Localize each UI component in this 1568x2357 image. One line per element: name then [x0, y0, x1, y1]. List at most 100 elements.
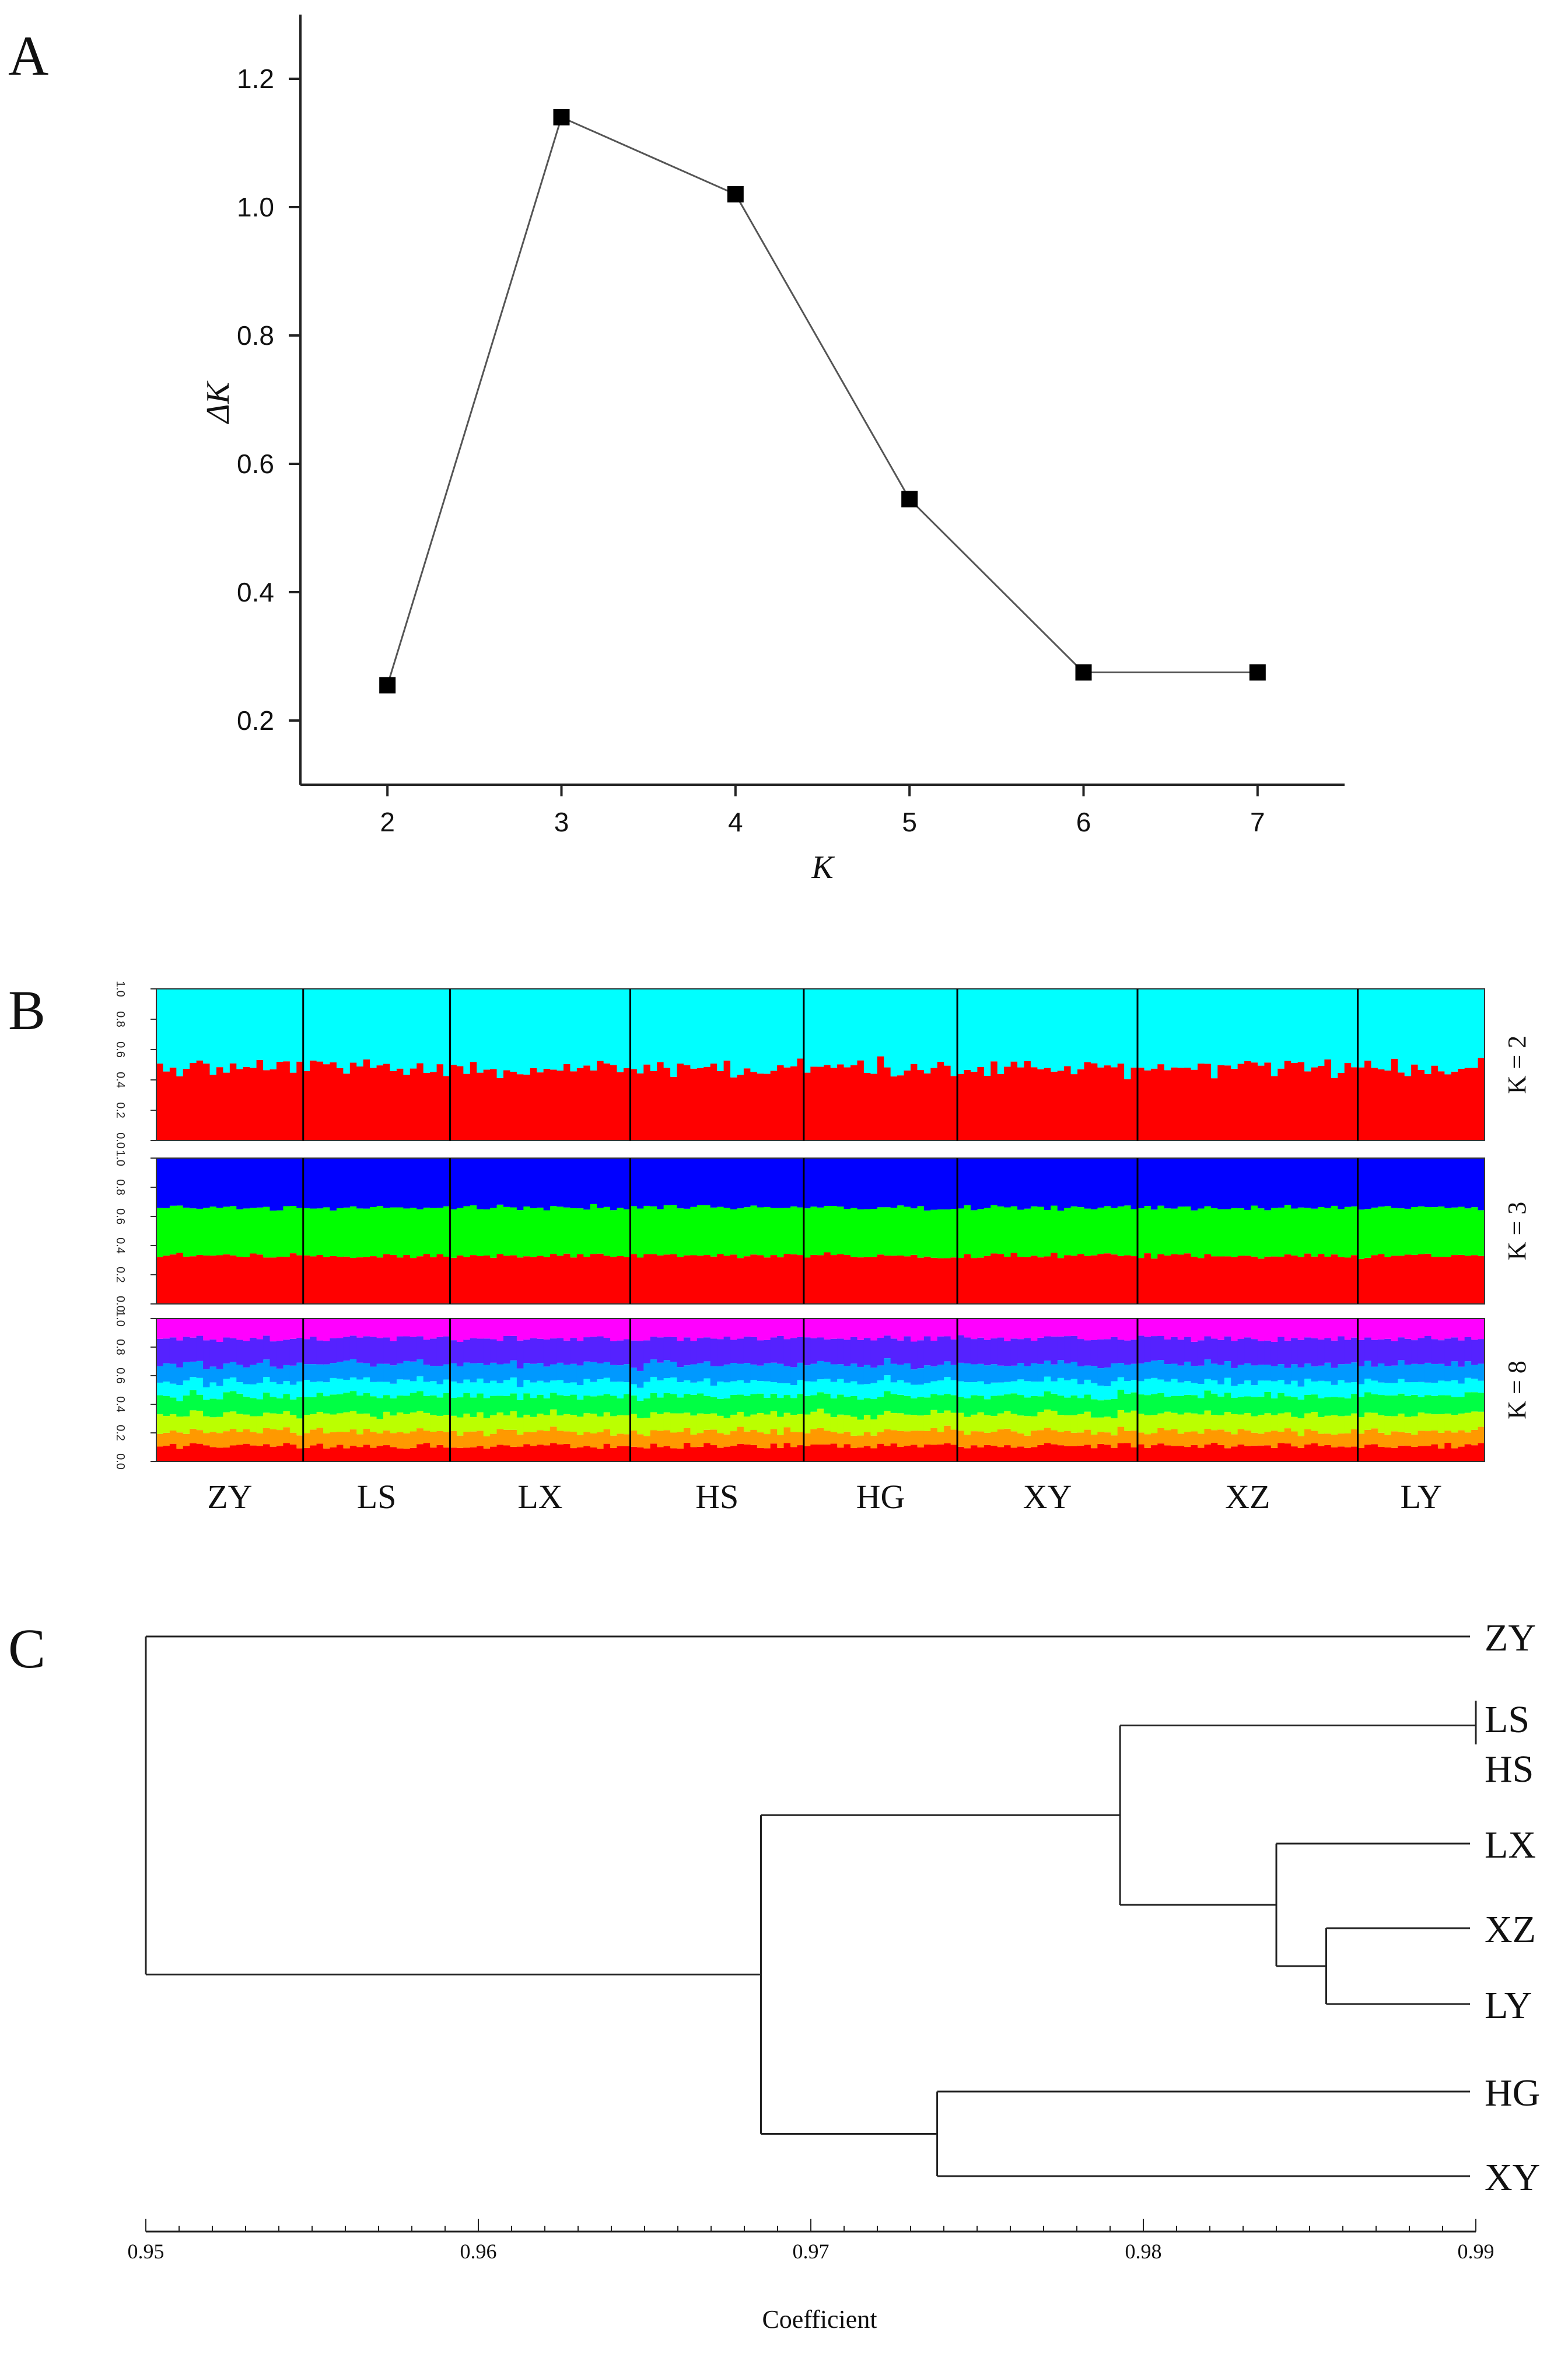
ancestry-bar-segment [576, 1319, 584, 1341]
ancestry-bar-segment [1317, 989, 1325, 1066]
ancestry-bar-segment [1270, 1208, 1278, 1257]
ancestry-bar-segment [910, 1158, 918, 1209]
ancestry-bar-segment [229, 1391, 237, 1412]
ancestry-bar-segment [156, 1338, 164, 1366]
ancestry-bar-segment [1017, 989, 1025, 1068]
ancestry-bar-segment [837, 1064, 845, 1141]
ancestry-bar-segment [603, 1207, 611, 1256]
ancestry-bar-segment [1171, 1067, 1178, 1141]
ancestry-bar-segment [824, 1252, 831, 1304]
ancestry-bar-segment [456, 1397, 464, 1418]
ancestry-bar-segment [1324, 1397, 1332, 1416]
ancestry-bar-segment [690, 1434, 698, 1447]
ancestry-bar-segment [837, 1158, 845, 1207]
ancestry-bar-segment [910, 1445, 918, 1461]
ancestry-bar-segment [1411, 1416, 1419, 1435]
ancestry-bar-segment [677, 1208, 684, 1257]
ancestry-bar-segment [1424, 1362, 1432, 1383]
ancestry-bar-segment [430, 1257, 438, 1304]
ancestry-bar-segment [1464, 1319, 1472, 1337]
ancestry-bar-segment [483, 989, 491, 1070]
ancestry-bar-segment [543, 1431, 551, 1446]
ancestry-bar-segment [1424, 1073, 1432, 1141]
ancestry-bar-segment [323, 1319, 331, 1341]
ancestry-bar-segment [1418, 1254, 1425, 1304]
ancestry-bar-segment [1270, 1447, 1278, 1461]
ancestry-bar-segment [1464, 1377, 1472, 1393]
ancestry-bar-segment [597, 1253, 604, 1304]
ancestry-bar-segment [1418, 1397, 1425, 1413]
ancestry-bar-segment [1070, 1395, 1078, 1415]
ancestry-bar-segment [810, 1445, 818, 1461]
ancestry-bar-segment [964, 1254, 971, 1304]
ancestry-bar-segment [1391, 1256, 1398, 1304]
ancestry-bar-segment [683, 1337, 691, 1366]
ancestry-bar-segment [1157, 1443, 1165, 1461]
ancestry-bar-segment [176, 1432, 184, 1449]
ancestry-bar-segment [483, 1365, 491, 1383]
ancestry-bar-segment [737, 1363, 744, 1380]
ancestry-bar-segment [790, 1158, 798, 1207]
ancestry-bar-segment [1077, 1158, 1085, 1208]
ancestry-bar-segment [1384, 1338, 1392, 1366]
ancestry-bar-segment [1444, 1381, 1452, 1396]
ancestry-bar-segment [1444, 989, 1452, 1075]
ancestry-bar-segment [349, 1206, 357, 1258]
ancestry-bar-segment [163, 989, 170, 1072]
structure-y-tick-label: 0.4 [114, 1237, 127, 1254]
ancestry-bar-segment [1297, 1418, 1305, 1436]
ancestry-bar-segment [884, 1411, 891, 1429]
ancestry-bar-segment [870, 1419, 878, 1436]
ancestry-bar-segment [583, 1361, 591, 1379]
ancestry-bar-segment [1138, 1414, 1145, 1433]
ancestry-bar-segment [176, 1367, 184, 1386]
ancestry-bar-segment [1418, 1069, 1425, 1141]
ancestry-bar-segment [790, 1415, 798, 1432]
ancestry-bar-segment [209, 1319, 217, 1340]
ancestry-bar-segment [316, 1364, 324, 1382]
ancestry-bar-segment [824, 1379, 831, 1394]
ancestry-bar-segment [296, 1255, 304, 1304]
ancestry-bar-segment [1124, 1381, 1132, 1394]
ancestry-bar-segment [597, 1379, 604, 1396]
structure-row-frame [156, 1318, 1485, 1462]
ancestry-bar-segment [510, 1335, 517, 1361]
ancestry-bar-segment [1210, 1078, 1218, 1141]
ancestry-bar-segment [850, 1363, 858, 1382]
ancestry-bar-segment [1217, 1065, 1225, 1141]
ancestry-bar-segment [770, 1208, 778, 1256]
ancestry-bar-segment [877, 1414, 884, 1432]
ancestry-bar-segment [723, 1364, 731, 1383]
ancestry-bar-segment [316, 1158, 324, 1209]
ancestry-bar-segment [1171, 1208, 1178, 1254]
ancestry-bar-segment [1130, 1256, 1138, 1304]
ancestry-bar-segment [696, 1338, 704, 1363]
ancestry-bar-segment [270, 1446, 277, 1461]
ancestry-bar-segment [910, 1415, 918, 1431]
ancestry-bar-segment [183, 989, 190, 1069]
ancestry-bar-segment [636, 1257, 644, 1304]
ancestry-bar-segment [904, 1431, 911, 1446]
ancestry-bar-segment [991, 1338, 998, 1365]
ancestry-bar-segment [550, 1426, 558, 1443]
ancestry-bar-segment [550, 1069, 558, 1141]
ancestry-bar-segment [923, 1444, 931, 1461]
ancestry-bar-segment [289, 1445, 297, 1461]
ancestry-bar-segment [877, 1397, 884, 1415]
ancestry-bar-segment [1391, 1158, 1398, 1208]
structure-y-tick-label: 0.2 [114, 1267, 127, 1283]
ancestry-bar-segment [1444, 1338, 1452, 1366]
ancestry-bar-segment [550, 1364, 558, 1381]
ancestry-bar-segment [910, 1431, 918, 1445]
ancestry-bar-segment [770, 1411, 778, 1429]
ancestry-bar-segment [423, 1340, 430, 1365]
ancestry-bar-segment [650, 1319, 657, 1337]
ancestry-bar-segment [690, 1255, 698, 1304]
ancestry-bar-segment [1431, 1363, 1438, 1383]
ancestry-bar-segment [1251, 1205, 1258, 1257]
ancestry-bar-segment [430, 989, 438, 1072]
ancestry-bar-segment [1204, 1359, 1212, 1379]
ancestry-bar-segment [1264, 1380, 1272, 1392]
ancestry-bar-segment [1010, 1158, 1018, 1207]
ancestry-bar-segment [1351, 1158, 1359, 1207]
